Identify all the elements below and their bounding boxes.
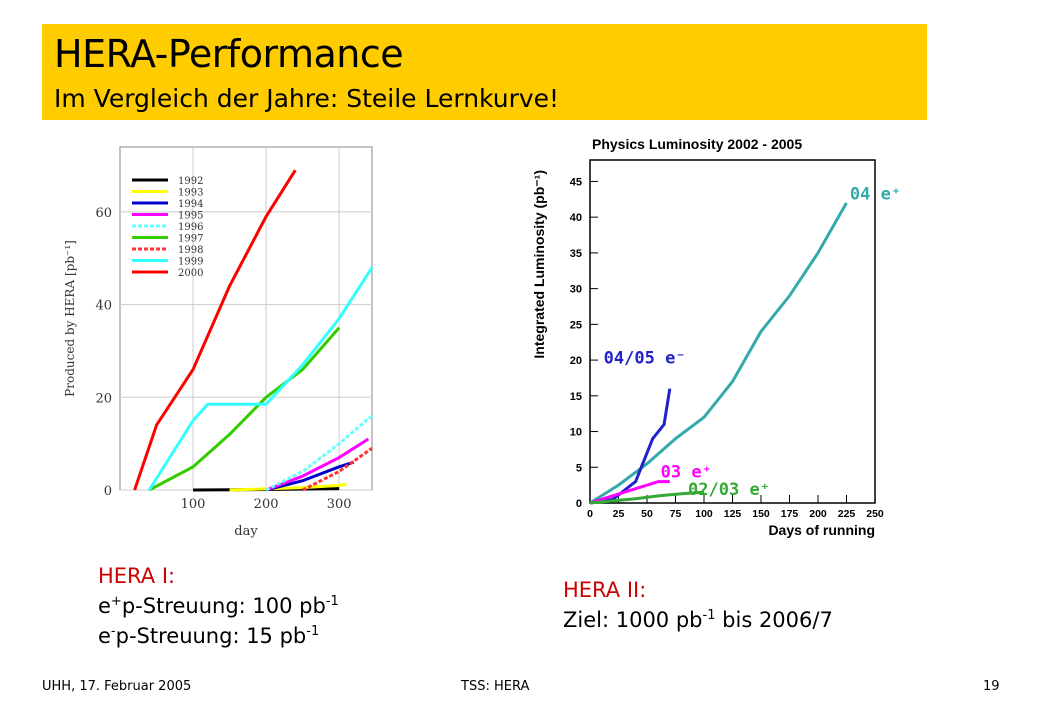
footer-right: 19 bbox=[983, 679, 1000, 694]
legend-label-1996: 1996 bbox=[178, 222, 203, 233]
x-tick-label: 300 bbox=[327, 497, 352, 512]
hera1-line1: e+p-Streuung: 100 pb-1 bbox=[98, 594, 339, 618]
legend-label-1998: 1998 bbox=[178, 245, 203, 256]
x-tick-label: 75 bbox=[670, 508, 682, 520]
y-tick-label: 60 bbox=[95, 206, 112, 221]
legend-label-1994: 1994 bbox=[178, 199, 203, 210]
y-axis-label: Produced by HERA [pb⁻¹] bbox=[63, 240, 77, 397]
y-tick-label: 0 bbox=[576, 498, 582, 510]
x-tick-label: 125 bbox=[724, 508, 742, 520]
legend-label-1992: 1992 bbox=[178, 176, 203, 187]
x-tick-label: 25 bbox=[613, 508, 625, 520]
series-label-0: 04 e⁺ bbox=[850, 184, 901, 204]
y-tick-label: 20 bbox=[95, 391, 112, 406]
hera2-note: HERA II: Ziel: 1000 pb-1 bis 2006/7 bbox=[563, 575, 833, 635]
x-axis-label: Days of running bbox=[768, 522, 875, 538]
series-line-1996 bbox=[265, 414, 373, 492]
title-banner: HERA-Performance Im Vergleich der Jahre:… bbox=[42, 24, 927, 120]
plot-frame bbox=[589, 159, 876, 504]
y-tick-label: 30 bbox=[570, 284, 582, 296]
y-tick-label: 40 bbox=[570, 212, 582, 224]
legend-label-1999: 1999 bbox=[178, 257, 203, 268]
plot-frame bbox=[119, 146, 373, 491]
slide-subtitle: Im Vergleich der Jahre: Steile Lernkurve… bbox=[54, 84, 560, 113]
y-axis-label: Integrated Luminosity (pb⁻¹) bbox=[531, 170, 547, 359]
y-tick-label: 45 bbox=[570, 176, 582, 188]
footer-left: UHH, 17. Februar 2005 bbox=[42, 679, 192, 694]
y-tick-label: 0 bbox=[104, 484, 112, 499]
y-tick-label: 5 bbox=[576, 462, 582, 474]
series-line-3 bbox=[589, 490, 705, 505]
hera1-line2: e-p-Streuung: 15 pb-1 bbox=[98, 624, 320, 648]
x-tick-label: 0 bbox=[587, 508, 593, 520]
chart-title: Physics Luminosity 2002 - 2005 bbox=[592, 136, 802, 152]
series-line-0 bbox=[589, 202, 848, 505]
x-tick-label: 200 bbox=[809, 508, 827, 520]
slide-title: HERA-Performance bbox=[54, 32, 404, 76]
y-tick-label: 35 bbox=[570, 248, 582, 260]
y-tick-label: 25 bbox=[570, 319, 582, 331]
x-tick-label: 100 bbox=[695, 508, 713, 520]
x-tick-label: 225 bbox=[838, 508, 856, 520]
series-line-1998 bbox=[301, 447, 373, 492]
hera1-luminosity-chart: 100 200 300 0 20 40 60 day Produced by HERA [pb⁻… bbox=[63, 146, 374, 539]
y-tick-label: 20 bbox=[570, 355, 582, 367]
series-line-2 bbox=[589, 480, 670, 505]
hera1-note: HERA I: e+p-Streuung: 100 pb-1 e-p-Streu… bbox=[98, 561, 339, 651]
x-tick-label: 250 bbox=[866, 508, 884, 520]
x-tick-label: 100 bbox=[181, 497, 206, 512]
hera2-luminosity-chart: Physics Luminosity 2002 - 2005 0 5 10 15 20 25… bbox=[531, 136, 901, 538]
x-axis-label: day bbox=[234, 524, 258, 539]
series-label-1: 04/05 e⁻ bbox=[604, 349, 686, 369]
x-tick-label: 150 bbox=[752, 508, 770, 520]
series-label-2: 03 e⁺ bbox=[661, 462, 712, 482]
series-label-3: 02/03 e⁺ bbox=[688, 480, 770, 500]
legend-label-1995: 1995 bbox=[178, 211, 203, 222]
x-tick-label: 175 bbox=[781, 508, 799, 520]
legend-label-2000: 2000 bbox=[178, 268, 203, 279]
series-line-1997 bbox=[148, 326, 341, 492]
x-tick-label: 200 bbox=[254, 497, 279, 512]
y-tick-label: 40 bbox=[95, 299, 112, 314]
series-line-1995 bbox=[265, 437, 370, 492]
footer-center: TSS: HERA bbox=[461, 679, 530, 694]
series-line-1999 bbox=[147, 266, 374, 491]
hera2-line1: Ziel: 1000 pb-1 bis 2006/7 bbox=[563, 608, 833, 632]
series-line-2000 bbox=[133, 169, 297, 491]
legend-label-1993: 1993 bbox=[178, 188, 203, 199]
legend-label-1997: 1997 bbox=[178, 234, 203, 245]
y-tick-label: 15 bbox=[570, 391, 582, 403]
y-tick-label: 10 bbox=[570, 427, 582, 439]
x-tick-label: 50 bbox=[641, 508, 653, 520]
hera1-heading: HERA I: bbox=[98, 564, 176, 588]
hera2-heading: HERA II: bbox=[563, 578, 647, 602]
